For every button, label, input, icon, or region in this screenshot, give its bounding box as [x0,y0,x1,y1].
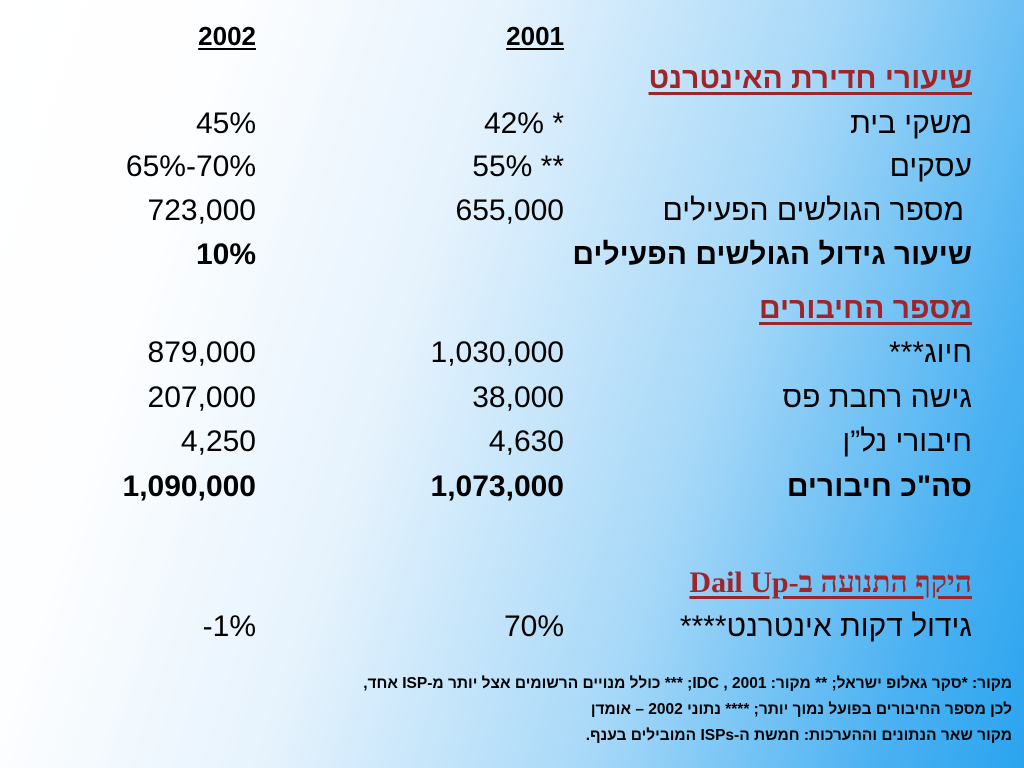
row-label: חיבורי נל”ן [842,425,972,458]
row-label: מספר הגולשים הפעילים [662,194,964,227]
row-label: חיוג*** [888,336,972,369]
value-2002: 65%-70% [125,150,256,183]
row-label: משקי בית [850,107,972,140]
footnote-line: מקור שאר הנתונים וההערכות: חמשת ה-ISPs ה… [585,727,1012,744]
column-header-2002: 2002 [198,21,256,51]
value-2002: 45% [195,107,256,140]
value-2001: 55% ** [472,150,564,183]
value-2001: 38,000 [472,381,564,414]
value-2001: 655,000 [455,194,564,227]
footnote-line: לכן מספר החיבורים בפועל נמוך יותר; **** … [590,701,1012,718]
value-2002: 207,000 [147,381,256,414]
value-2002: 4,250 [180,425,256,458]
section-title-penetration: שיעורי חדירת האינטרנט [648,62,972,95]
section-title-dialup: היקף התנועה ב-Dail Up [689,566,972,599]
value-2002: 723,000 [147,194,256,227]
growth-value-2002: 10% [195,238,256,271]
row-label: גידול דקות אינטרנט**** [679,610,972,643]
value-2001: 42% * [483,107,564,140]
value-2001: 70% [503,610,564,643]
value-2002: -1% [202,610,256,643]
growth-label: שיעור גידול הגולשים הפעילים [572,238,972,271]
footnote-line: מקור: *סקר גאלופ ישראל; ** מקור: IDC , 2… [363,675,1012,692]
row-label: עסקים [889,150,972,183]
total-value-2002: 1,090,000 [122,470,256,503]
column-header-2001: 2001 [506,21,564,51]
total-label: סה"כ חיבורים [786,470,972,503]
value-2001: 4,630 [488,425,564,458]
section-title-connections: מספר החיבורים [759,292,972,325]
total-value-2001: 1,073,000 [430,470,564,503]
value-2002: 879,000 [147,336,256,369]
row-label: גישה רחבת פס [782,381,972,414]
value-2001: 1,030,000 [430,336,564,369]
